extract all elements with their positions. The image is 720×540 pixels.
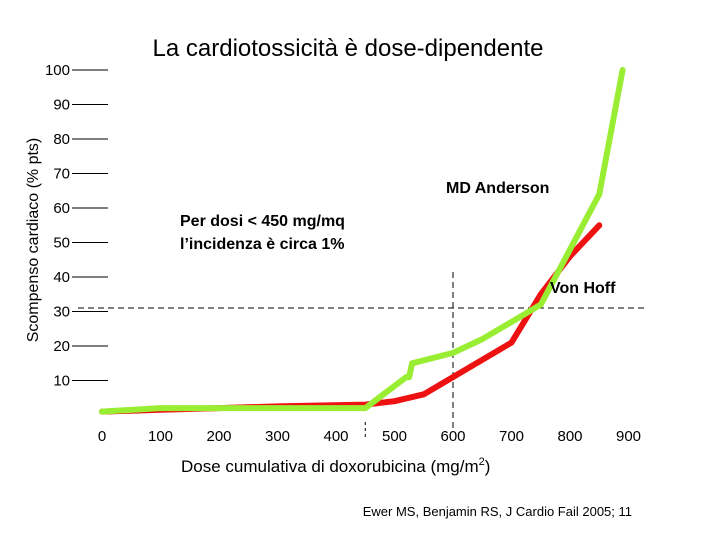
x-tick-label: 0 (98, 428, 106, 445)
series-label-md-anderson: MD Anderson (446, 180, 549, 197)
y-tick-label: 70 (53, 166, 70, 183)
x-axis-label-end: ) (485, 457, 491, 476)
x-tick-label: 800 (557, 428, 582, 445)
x-tick-label: 700 (499, 428, 524, 445)
y-tick-label: 60 (53, 200, 70, 217)
x-axis-ticks: 0 100 200 300 400 500 600 700 800 900 (98, 428, 641, 445)
x-tick-label: 100 (148, 428, 173, 445)
series-line-von-hoff (99, 222, 603, 415)
y-tick-label: 40 (53, 269, 70, 286)
x-tick-label: 600 (440, 428, 465, 445)
annotation-line-1: Per dosi < 450 mg/mq (180, 213, 345, 230)
x-axis-label-superscript: 2 (479, 456, 485, 468)
citation: Ewer MS, Benjamin RS, J Cardio Fail 2005… (363, 504, 632, 519)
x-tick-label: 900 (616, 428, 641, 445)
y-tick-label: 80 (53, 131, 70, 148)
y-tick-label: 100 (45, 62, 70, 79)
x-tick-label: 200 (206, 428, 231, 445)
x-axis-label-main: Dose cumulativa di doxorubicina (mg/m (181, 457, 479, 476)
y-tick-label: 30 (53, 304, 70, 321)
series-lines (99, 67, 626, 415)
x-tick-label: 400 (323, 428, 348, 445)
series-line-md-anderson (99, 67, 626, 415)
chart-title: La cardiotossicità è dose-dipendente (153, 35, 544, 62)
y-tick-label: 90 (53, 97, 70, 114)
y-tick-label: 50 (53, 235, 70, 252)
x-tick-label: 500 (382, 428, 407, 445)
y-axis-label: Scompenso cardiaco (% pts) (25, 138, 42, 343)
x-tick-label: 300 (265, 428, 290, 445)
reference-lines (78, 272, 648, 440)
series-label-von-hoff: Von Hoff (550, 280, 616, 297)
annotation-line-2: l’incidenza è circa 1% (180, 236, 345, 253)
y-tick-label: 10 (53, 373, 70, 390)
y-axis-ticks: 10 20 30 40 50 60 70 80 90 100 (45, 62, 108, 390)
y-tick-label: 20 (53, 338, 70, 355)
x-axis-label: Dose cumulativa di doxorubicina (mg/m2) (181, 456, 490, 476)
